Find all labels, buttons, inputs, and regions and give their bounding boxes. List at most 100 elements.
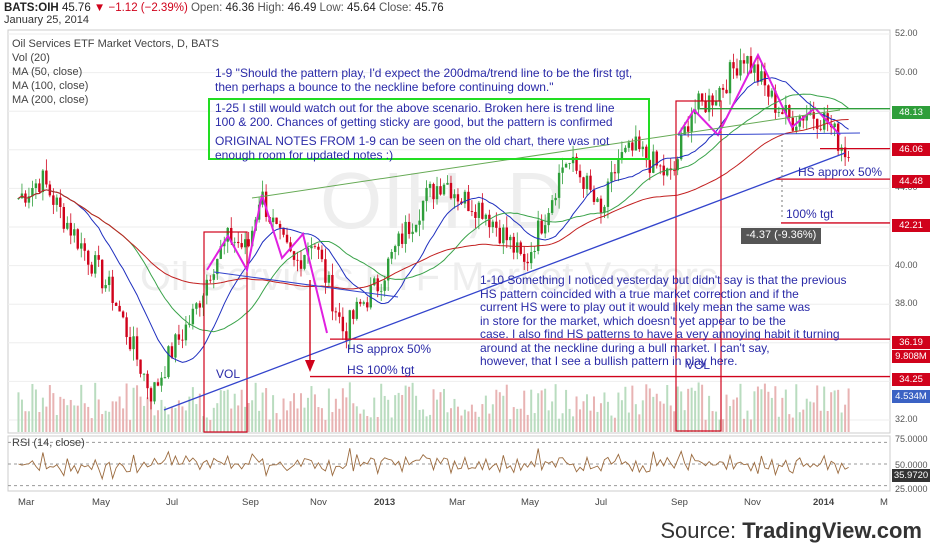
candle	[282, 227, 285, 235]
indicator-ma200[interactable]: MA (200, close)	[12, 94, 89, 106]
candle	[397, 233, 400, 247]
candle	[666, 168, 669, 176]
ma50-line	[18, 77, 849, 363]
candle	[195, 303, 198, 309]
volume-bar	[638, 414, 641, 432]
candle	[41, 170, 45, 193]
candle	[721, 87, 725, 90]
volume-bar	[170, 407, 173, 432]
indicator-ma50[interactable]: MA (50, close)	[12, 66, 83, 78]
chart-date: January 25, 2014	[4, 14, 90, 26]
candle	[421, 200, 425, 221]
volume-bar	[833, 390, 836, 432]
candle	[216, 258, 219, 275]
volume-bar	[104, 410, 107, 432]
volume-bar	[687, 388, 690, 432]
time-tick-label: Jul	[166, 497, 179, 508]
candle	[739, 60, 742, 76]
volume-bar	[491, 404, 494, 432]
candle	[481, 202, 484, 219]
volume-bar	[627, 412, 630, 432]
candle	[470, 211, 474, 212]
volume-bar	[83, 403, 86, 432]
candle	[223, 241, 226, 247]
close-value: 45.76	[414, 2, 444, 14]
volume-bar	[777, 416, 780, 432]
time-tick-label: Mar	[449, 497, 466, 508]
candle	[153, 382, 156, 402]
candle	[73, 229, 76, 236]
volume-bar	[299, 393, 302, 432]
candle	[519, 242, 522, 254]
volume-bar	[756, 386, 759, 432]
volume-bar	[66, 405, 69, 432]
volume-bar	[474, 411, 477, 432]
indicator-rsi[interactable]: RSI (14, close)	[12, 437, 85, 449]
candle	[345, 331, 348, 341]
candle	[662, 165, 665, 176]
indicator-vol[interactable]: Vol (20)	[12, 52, 50, 64]
volume-bar	[345, 397, 348, 432]
candle	[449, 182, 453, 199]
candle	[100, 259, 104, 289]
candle	[90, 264, 93, 274]
candle	[418, 220, 421, 225]
volume-bar	[579, 409, 582, 432]
volume-bar	[167, 414, 170, 432]
candle	[331, 274, 334, 312]
source-credit: Source: TradingView.com	[660, 518, 922, 544]
candle	[45, 170, 48, 185]
volume-bar	[404, 385, 407, 432]
candle	[240, 243, 243, 248]
open-value: 46.36	[225, 2, 255, 14]
candle	[645, 146, 648, 161]
volume-bar	[453, 398, 456, 432]
candle	[648, 160, 651, 173]
indicator-ma100[interactable]: MA (100, close)	[12, 80, 89, 92]
indicator-title[interactable]: Oil Services ETF Market Vectors, D, BATS	[12, 38, 220, 50]
candle	[484, 214, 488, 219]
volume-bar	[746, 410, 749, 432]
volume-bar	[708, 395, 711, 432]
volume-bar	[770, 397, 773, 432]
volume-bar	[195, 404, 198, 432]
volume-bar	[90, 418, 93, 432]
candle	[732, 62, 735, 69]
volume-bar	[655, 393, 658, 432]
candle	[271, 217, 275, 223]
volume-bar	[397, 392, 400, 432]
note-1-25-box: 1-25 I still would watch out for the abo…	[208, 98, 650, 161]
candle	[819, 128, 822, 130]
candle	[575, 156, 578, 171]
source-prefix: Source:	[660, 518, 743, 543]
label-vol-right: VOL	[686, 358, 711, 372]
volume-bar	[341, 388, 344, 432]
candle	[690, 114, 693, 132]
label-hs50-left: HS approx 50%	[347, 342, 432, 356]
volume-bar	[27, 411, 30, 432]
volume-bar	[59, 396, 62, 432]
volume-bar	[111, 401, 114, 432]
volume-bar	[401, 394, 404, 432]
volume-bar	[369, 417, 372, 432]
candle	[582, 177, 585, 190]
candle	[673, 170, 676, 172]
candle	[87, 250, 90, 265]
volume-bar	[704, 419, 707, 432]
candle	[324, 259, 327, 283]
candle	[202, 295, 205, 308]
symbol[interactable]: BATS:OIH	[4, 2, 59, 14]
candle	[728, 62, 732, 94]
volume-bar	[477, 416, 480, 432]
volume-bar	[830, 392, 833, 432]
candle	[348, 310, 352, 341]
candle	[278, 224, 282, 228]
time-tick-label: Sep	[242, 497, 259, 508]
candle	[146, 373, 149, 389]
candle	[149, 388, 153, 402]
candle	[554, 197, 557, 201]
time-tick-label: 2013	[374, 497, 396, 508]
volume-bar	[317, 407, 320, 432]
candle	[714, 100, 718, 106]
candle	[700, 93, 704, 101]
